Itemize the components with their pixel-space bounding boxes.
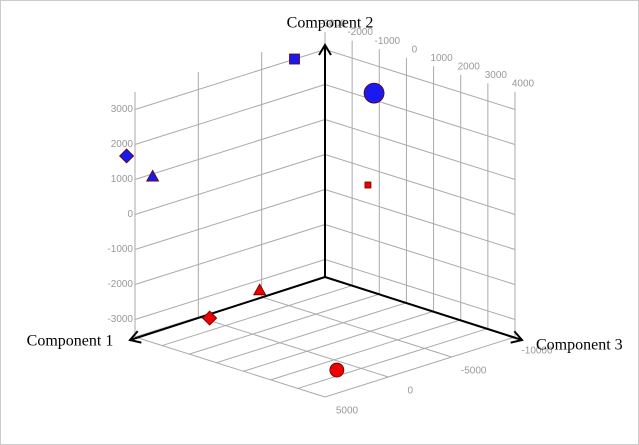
x-tick-label: 5000	[336, 406, 359, 417]
point	[329, 362, 345, 378]
grid-line	[297, 327, 489, 389]
grid-line	[243, 310, 434, 372]
y-tick-label: -3000	[107, 314, 133, 325]
point	[145, 169, 160, 182]
z-tick-label: -3000	[320, 19, 346, 30]
x-axis	[129, 276, 326, 341]
y-axis-head	[318, 43, 332, 56]
grid-line	[324, 336, 516, 398]
y-tick-label: 2000	[111, 139, 134, 150]
grid-line	[261, 296, 452, 358]
grid-line	[134, 336, 326, 398]
y-tick-label: 3000	[111, 104, 134, 115]
grid-line	[324, 49, 516, 110]
grid: -10000-500005000-3000-2000-1000010002000…	[107, 19, 553, 417]
point	[202, 310, 218, 326]
grid-line	[324, 84, 516, 145]
x-tick-label: 0	[408, 386, 414, 397]
y-tick-label: 1000	[111, 174, 134, 185]
grid-line	[134, 259, 326, 320]
grid-line	[324, 224, 516, 285]
grid-line	[161, 285, 353, 347]
z-axis	[324, 276, 523, 341]
point	[289, 53, 300, 65]
x-tick-label: -10000	[521, 346, 553, 357]
grid-line	[134, 84, 326, 145]
z-tick-label: 3000	[485, 70, 508, 81]
grid-line	[189, 293, 380, 355]
points	[119, 53, 385, 378]
grid-line	[134, 224, 326, 285]
point	[252, 283, 267, 296]
z-tick-label: -2000	[347, 27, 373, 38]
point	[363, 82, 385, 104]
grid-line	[134, 189, 326, 250]
z-tick-label: 2000	[458, 61, 481, 72]
point	[364, 181, 372, 189]
z-tick-label: 4000	[512, 79, 535, 90]
point	[119, 148, 135, 164]
grid-line	[270, 319, 461, 381]
grid-line	[324, 119, 516, 180]
grid-line	[134, 119, 326, 180]
y-tick-label: -2000	[107, 279, 133, 290]
x-tick-label: -5000	[461, 366, 487, 377]
x-axis-head	[128, 330, 142, 344]
grid-line	[324, 259, 516, 320]
z-tick-label: 1000	[430, 53, 453, 64]
z-tick-label: -1000	[374, 36, 400, 47]
grid-line	[216, 302, 407, 364]
axes	[128, 43, 524, 344]
z-axis-label: Component 3	[536, 337, 623, 354]
z-axis-head	[510, 330, 524, 344]
y-tick-label: -1000	[107, 244, 133, 255]
y-tick-label: 0	[127, 209, 133, 220]
z-tick-label: 0	[412, 44, 418, 55]
grid-line	[324, 154, 516, 215]
grid-line	[324, 189, 516, 250]
grid-line	[198, 316, 389, 378]
y-axis-label: Component 2	[287, 15, 374, 32]
x-axis-label: Component 1	[27, 333, 114, 350]
grid-line	[134, 154, 326, 215]
